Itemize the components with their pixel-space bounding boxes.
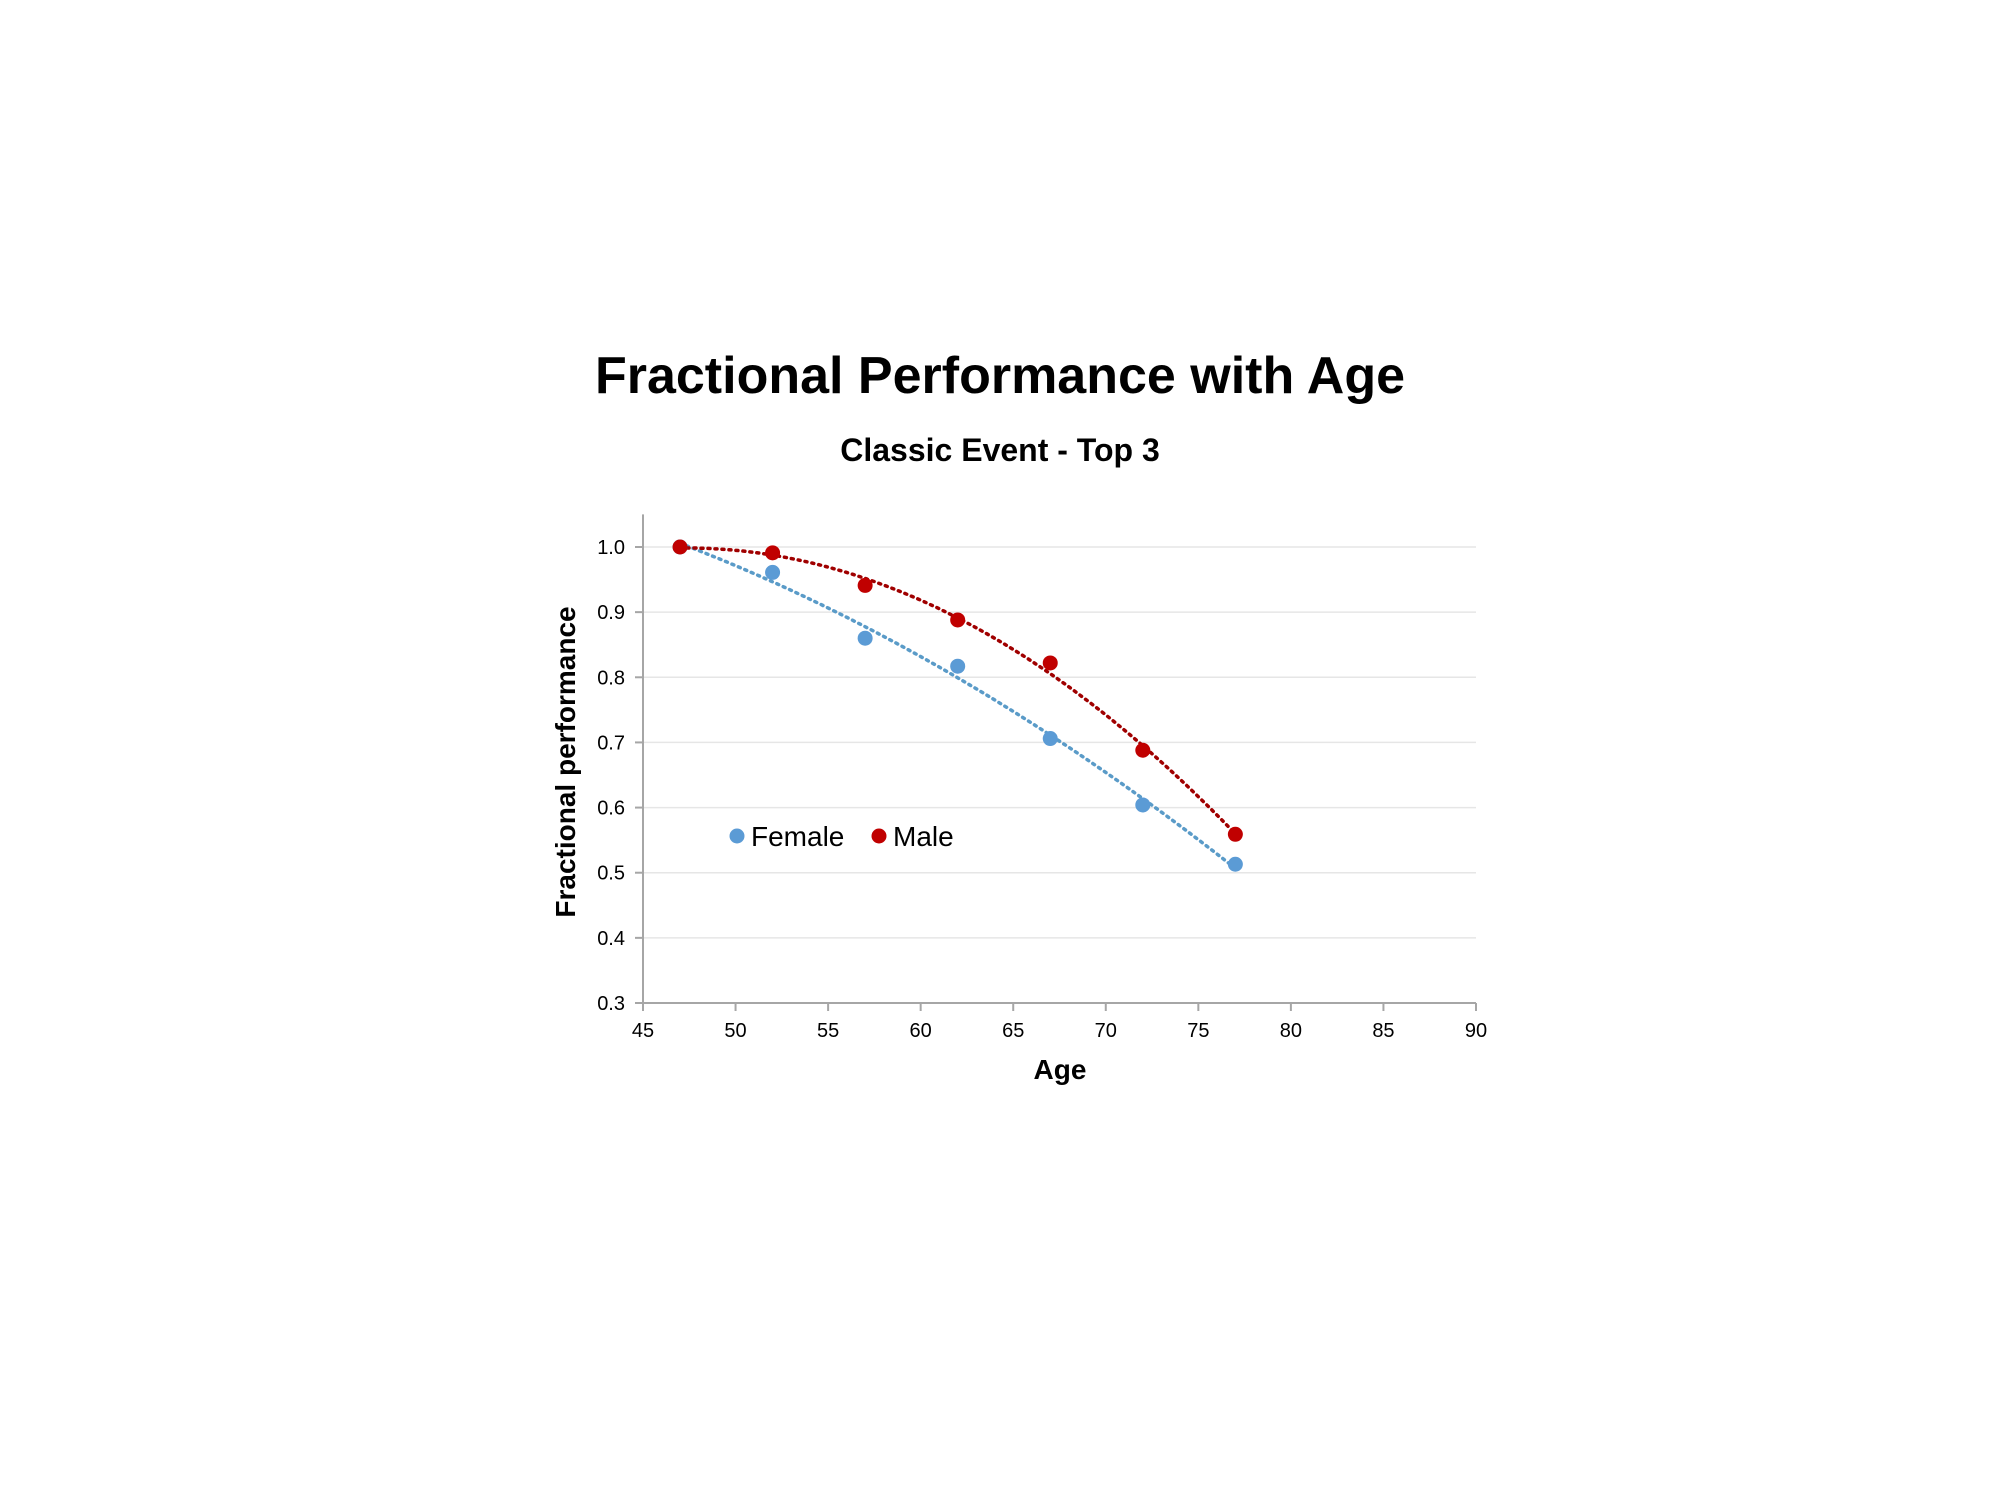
female-point-4 [1042, 731, 1058, 747]
male-point-2 [857, 577, 873, 593]
y-axis-title: Fractional performance [550, 606, 581, 917]
x-tick-label: 50 [724, 1020, 746, 1042]
data-points [672, 539, 1243, 872]
male-point-6 [1227, 826, 1243, 842]
x-tick-label: 60 [910, 1020, 932, 1042]
female-point-2 [857, 630, 873, 646]
female-point-5 [1135, 797, 1151, 813]
female-point-3 [950, 658, 966, 674]
legend-label-female: Female [751, 821, 844, 852]
gridlines [643, 546, 1476, 939]
y-tick-label: 0.8 [597, 667, 625, 689]
female-trendline [678, 541, 1238, 871]
y-tick-label: 0.4 [597, 928, 625, 950]
x-tick-label: 55 [817, 1020, 839, 1042]
x-tick-label: 90 [1465, 1020, 1487, 1042]
x-tick-label: 70 [1095, 1020, 1117, 1042]
female-point-1 [765, 564, 781, 580]
female-point-6 [1227, 856, 1243, 872]
x-tick-label: 85 [1372, 1020, 1394, 1042]
male-point-4 [1042, 655, 1058, 671]
male-trendline [678, 546, 1238, 836]
x-tick-label: 65 [1002, 1020, 1024, 1042]
chart-title: Fractional Performance with Age [594, 347, 1406, 405]
y-tick-label: 0.7 [597, 732, 625, 754]
x-tick-label: 80 [1280, 1020, 1302, 1042]
legend-label-male: Male [893, 821, 954, 852]
x-tick-label: 75 [1187, 1020, 1209, 1042]
y-tick-label: 0.5 [597, 863, 625, 885]
trendlines [678, 541, 1238, 871]
axes: 0.3 0.4 0.5 0.6 0.7 0.8 0.9 1.0 45 50 55 60 65 70 75 80… [597, 514, 1487, 1042]
legend-marker-male [871, 828, 887, 844]
y-tick-label: 0.6 [597, 798, 625, 820]
y-tick-label: 1.0 [597, 537, 625, 559]
legend: Female Male [729, 821, 954, 852]
x-tick-label: 45 [632, 1020, 654, 1042]
chart-subtitle: Classic Event - Top 3 [840, 432, 1160, 468]
male-point-5 [1135, 742, 1151, 758]
y-tick-label: 0.9 [597, 602, 625, 624]
male-point-0 [672, 539, 688, 555]
male-point-1 [765, 545, 781, 561]
male-point-3 [950, 612, 966, 628]
x-axis-title: Age [1034, 1054, 1087, 1085]
legend-marker-female [729, 828, 745, 844]
y-tick-label: 0.3 [597, 993, 625, 1015]
